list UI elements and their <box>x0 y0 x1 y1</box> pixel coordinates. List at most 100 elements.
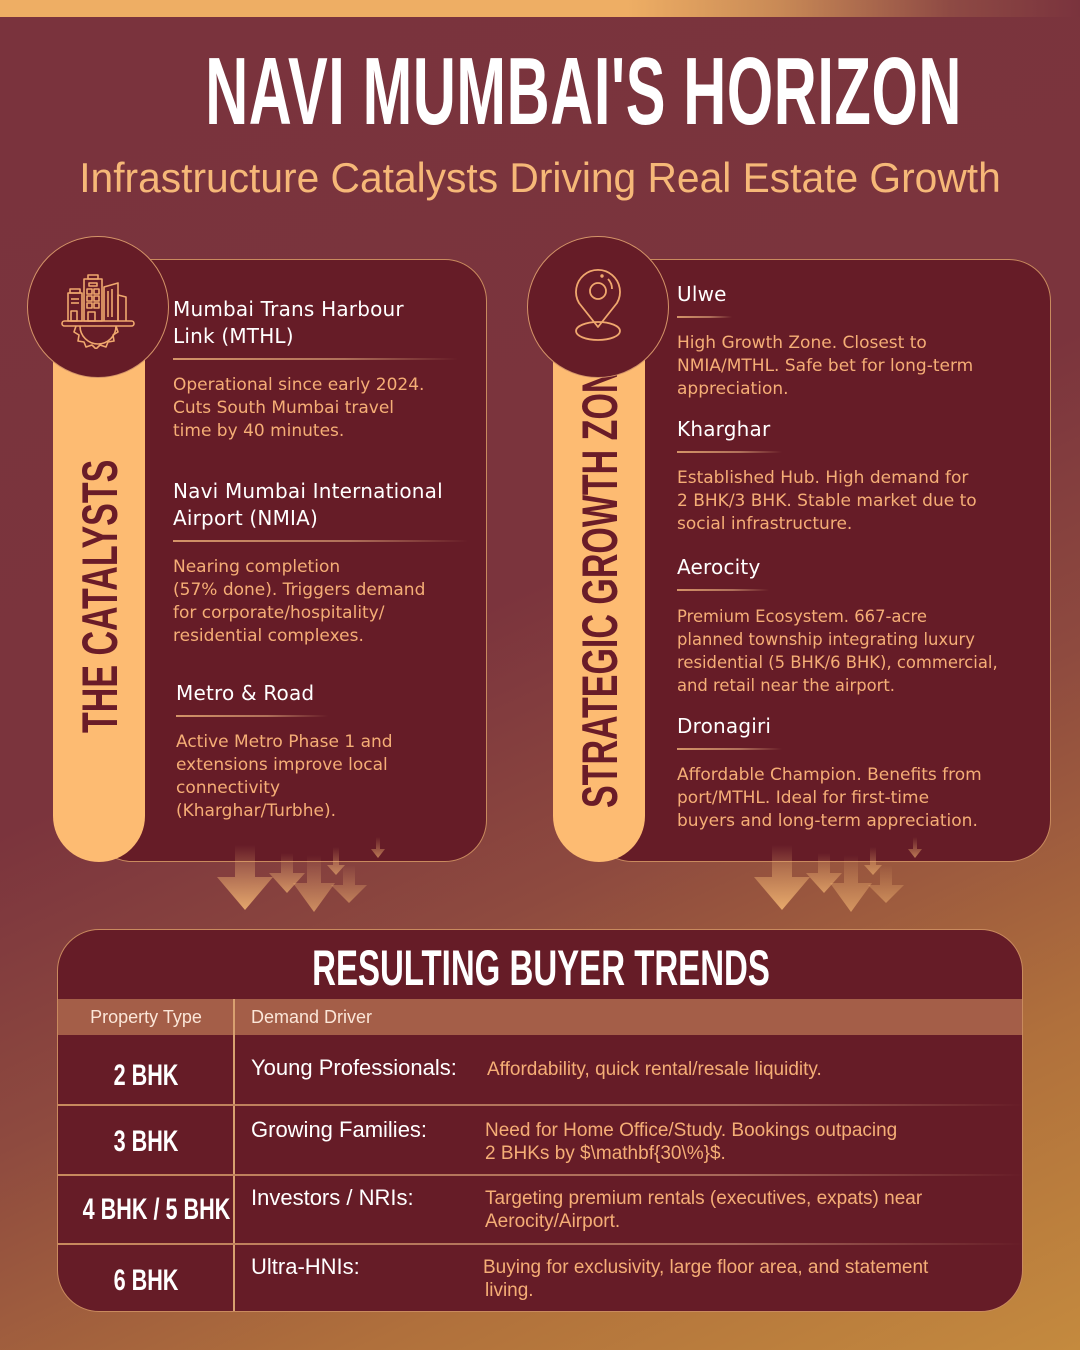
desc-line: Operational since early 2024. <box>173 374 425 395</box>
column-divider <box>233 999 235 1311</box>
demand-driver: Need for Home Office/Study. Bookings out… <box>485 1119 897 1165</box>
catalyst-description: Nearing completion (57% done). Triggers … <box>173 556 483 648</box>
desc-line: and retail near the airport. <box>677 675 896 695</box>
catalyst-description: Active Metro Phase 1 and extensions impr… <box>176 731 476 823</box>
demand-driver: Buying for exclusivity, large floor area… <box>483 1256 928 1302</box>
desc-line: residential complexes. <box>173 625 364 646</box>
location-pin-icon <box>575 269 621 341</box>
zones-label-pill <box>553 360 645 862</box>
desc-line: appreciation. <box>677 378 789 399</box>
catalyst-title-line: Link (MTHL) <box>173 324 294 348</box>
catalyst-title: Metro & Road <box>176 681 315 705</box>
divider <box>677 316 732 318</box>
catalysts-icon-badge <box>27 236 169 378</box>
zone-item-ulwe: Ulwe High Growth Zone. Closest to NMIA/M… <box>677 281 1047 401</box>
catalysts-label-pill <box>53 360 145 862</box>
table-row: 3 BHK Growing Families: Need for Home Of… <box>58 1105 1022 1174</box>
desc-line: (Kharghar/Turbhe). <box>176 800 336 821</box>
table-header: Property Type Demand Driver <box>58 999 1022 1035</box>
desc-line: social infrastructure. <box>677 513 853 534</box>
driver-line: Targeting premium rentals (executives, e… <box>485 1188 923 1209</box>
zone-title: Dronagiri <box>677 714 772 738</box>
driver-line: living. <box>485 1280 534 1301</box>
demand-driver: Targeting premium rentals (executives, e… <box>485 1187 922 1233</box>
zone-item-aerocity: Aerocity Premium Ecosystem. 667-acre pla… <box>677 554 1052 697</box>
property-type: 3 BHK <box>113 1125 179 1158</box>
divider <box>176 715 328 717</box>
catalyst-item-mthl: Mumbai Trans Harbour Link (MTHL) Operati… <box>173 296 473 443</box>
divider <box>677 589 769 591</box>
zone-title: Kharghar <box>677 417 771 441</box>
zone-item-dronagiri: Dronagiri Affordable Champion. Benefits … <box>677 713 1047 833</box>
driver-line: Affordability, quick rental/resale liqui… <box>487 1059 822 1080</box>
row-divider <box>58 1174 1022 1176</box>
desc-line: Premium Ecosystem. 667-acre <box>677 606 927 626</box>
column-header-demand-driver: Demand Driver <box>251 1007 373 1027</box>
divider <box>677 748 782 750</box>
catalysts-panel <box>90 259 487 862</box>
catalysts-label: THE CATALYSTS <box>72 459 128 733</box>
buyer-segment: Ultra-HNIs: <box>251 1254 360 1279</box>
page-title: NAVI MUMBAI'S HORIZON <box>205 38 963 145</box>
zone-title: Aerocity <box>677 555 761 579</box>
buyer-segment: Young Professionals: <box>251 1055 457 1080</box>
city-buildings-gear-icon <box>61 274 135 349</box>
driver-line: 2 BHKs by $\mathbf{30\%}$. <box>485 1143 726 1164</box>
catalyst-description: Operational since early 2024. Cuts South… <box>173 374 473 443</box>
desc-line: NMIA/MTHL. Safe bet for long-term <box>677 355 974 376</box>
desc-line: Cuts South Mumbai travel <box>173 397 395 418</box>
top-gradient-strip <box>0 0 1080 17</box>
table-row: 2 BHK Young Professionals: Affordability… <box>58 1035 1022 1104</box>
desc-line: residential (5 BHK/6 BHK), commercial, <box>677 652 998 672</box>
buyer-trends-table: RESULTING BUYER TRENDS Property Type Dem… <box>57 929 1023 1312</box>
divider <box>173 358 458 360</box>
table-row: 4 BHK / 5 BHK Investors / NRIs: Targetin… <box>58 1175 1022 1244</box>
desc-line: for corporate/hospitality/ <box>173 602 385 623</box>
divider <box>173 540 468 542</box>
catalyst-title: Navi Mumbai International Airport (NMIA) <box>173 478 483 532</box>
desc-line: (57% done). Triggers demand <box>173 579 426 600</box>
zones-label: STRATEGIC GROWTH ZONES <box>572 323 628 808</box>
row-divider <box>58 1243 1022 1245</box>
desc-line: Affordable Champion. Benefits from <box>677 764 982 785</box>
desc-line: Nearing completion <box>173 556 341 577</box>
zones-icon-badge <box>527 236 669 378</box>
zone-description: High Growth Zone. Closest to NMIA/MTHL. … <box>677 332 1047 401</box>
desc-line: time by 40 minutes. <box>173 420 345 441</box>
zone-title: Ulwe <box>677 282 727 306</box>
desc-line: buyers and long-term appreciation. <box>677 810 978 831</box>
zone-description: Established Hub. High demand for 2 BHK/3… <box>677 467 1047 536</box>
desc-line: connectivity <box>176 777 281 798</box>
desc-line: Active Metro Phase 1 and <box>176 731 393 752</box>
table-row: 6 BHK Ultra-HNIs: Buying for exclusivity… <box>58 1244 1022 1311</box>
catalyst-title-line: Airport (NMIA) <box>173 506 319 530</box>
divider <box>677 451 782 453</box>
property-type: 2 BHK <box>113 1059 179 1092</box>
down-arrows-icon <box>754 837 922 912</box>
driver-line: Buying for exclusivity, large floor area… <box>483 1257 929 1278</box>
row-divider <box>58 1104 1022 1106</box>
demand-driver: Affordability, quick rental/resale liqui… <box>487 1058 822 1081</box>
desc-line: High Growth Zone. Closest to <box>677 332 927 353</box>
zones-panel <box>590 259 1051 862</box>
driver-line: Need for Home Office/Study. Bookings out… <box>485 1120 898 1141</box>
catalyst-item-nmia: Navi Mumbai International Airport (NMIA)… <box>173 478 483 648</box>
buyer-segment: Growing Families: <box>251 1117 428 1142</box>
desc-line: 2 BHK/3 BHK. Stable market due to <box>677 490 977 511</box>
catalyst-item-metro-road: Metro & Road Active Metro Phase 1 and ex… <box>176 680 476 823</box>
trends-title: RESULTING BUYER TRENDS <box>312 940 770 996</box>
driver-line: Aerocity/Airport. <box>485 1211 621 1232</box>
desc-line: extensions improve local <box>176 754 388 775</box>
column-header-property-type: Property Type <box>90 1007 202 1027</box>
catalyst-title: Mumbai Trans Harbour Link (MTHL) <box>173 296 473 350</box>
zone-item-kharghar: Kharghar Established Hub. High demand fo… <box>677 416 1047 536</box>
property-type: 4 BHK / 5 BHK <box>82 1193 231 1226</box>
page-subtitle: Infrastructure Catalysts Driving Real Es… <box>79 154 1001 201</box>
property-type: 6 BHK <box>113 1264 179 1297</box>
zone-description: Affordable Champion. Benefits from port/… <box>677 764 1047 833</box>
catalyst-title-line: Navi Mumbai International <box>173 479 443 503</box>
down-arrows-icon <box>217 837 385 912</box>
desc-line: port/MTHL. Ideal for first-time <box>677 787 930 808</box>
catalyst-title-line: Mumbai Trans Harbour <box>173 297 404 321</box>
desc-line: planned township integrating luxury <box>677 629 975 649</box>
